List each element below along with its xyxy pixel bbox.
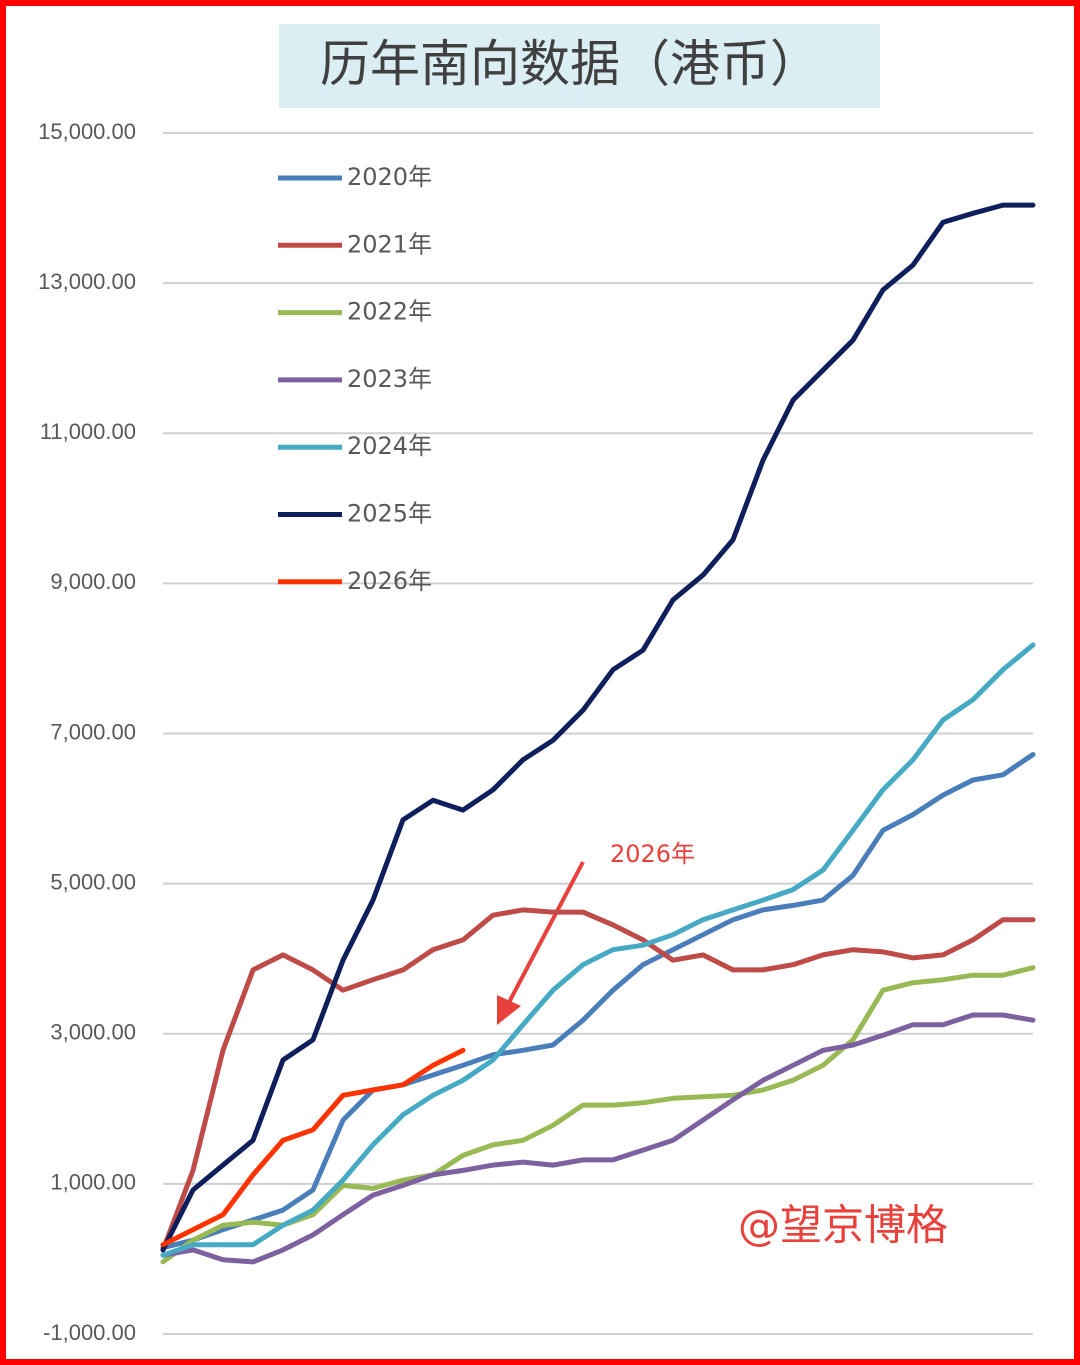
series-line: [160, 1012, 1036, 1265]
y-tick-label: 15,000.00: [38, 119, 136, 144]
chart-title: 历年南向数据（港币）: [320, 35, 820, 93]
legend-label: 2023年: [347, 365, 432, 393]
legend-label: 2024年: [347, 432, 432, 460]
legend-label: 2022年: [347, 298, 432, 326]
legend-label: 2026年: [347, 567, 432, 595]
series-line: [160, 642, 1036, 1258]
series-line: [160, 907, 1036, 1253]
series-line: [160, 202, 1036, 1253]
annotation: 2026年: [610, 840, 695, 868]
arrow-head: [497, 995, 521, 1025]
legend-label: 2021年: [347, 230, 432, 258]
y-tick-label: -1,000.00: [43, 1320, 136, 1345]
legend-label: 2020年: [347, 163, 432, 191]
y-tick-label: 3,000.00: [50, 1020, 136, 1045]
y-tick-label: 11,000.00: [40, 419, 136, 444]
series-line: [160, 752, 1036, 1251]
y-tick-label: 13,000.00: [38, 269, 136, 294]
series-line: [160, 965, 1036, 1265]
y-tick-label: 5,000.00: [50, 869, 136, 894]
watermark: @望京博格: [738, 1201, 948, 1250]
annotation-arrow: [504, 861, 585, 1009]
series-line: [160, 1047, 466, 1248]
legend-label: 2025年: [347, 500, 432, 528]
title-box: [279, 24, 880, 108]
y-tick-label: 1,000.00: [50, 1170, 136, 1195]
y-tick-label: 9,000.00: [50, 569, 136, 594]
y-tick-label: 7,000.00: [50, 719, 136, 744]
